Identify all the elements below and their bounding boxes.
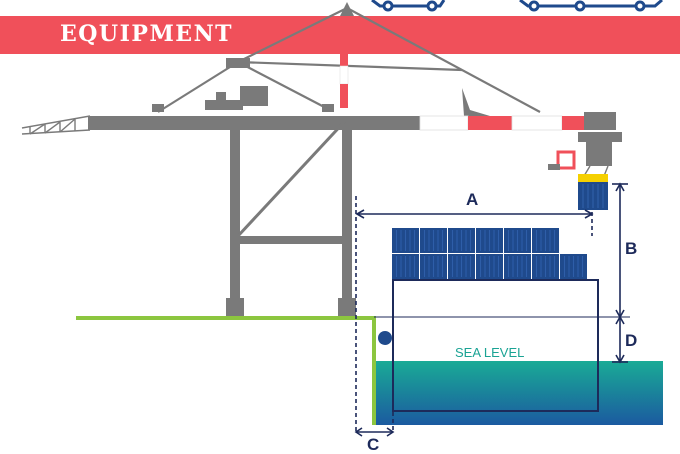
header-banner xyxy=(0,16,680,54)
dimension-label-b: B xyxy=(625,239,638,258)
boom-flag xyxy=(462,88,490,116)
container xyxy=(532,254,559,279)
crane-apex xyxy=(340,2,354,16)
container xyxy=(392,228,419,253)
spreader xyxy=(578,174,608,182)
quay-line xyxy=(76,316,376,425)
sea xyxy=(375,361,663,425)
dimension-lines xyxy=(354,182,630,437)
container xyxy=(448,228,475,253)
trolley xyxy=(578,112,622,166)
container xyxy=(420,254,447,279)
main-girder xyxy=(88,115,612,131)
container xyxy=(420,228,447,253)
container xyxy=(476,254,503,279)
container xyxy=(532,228,559,253)
cabin-icon xyxy=(548,150,576,170)
mast xyxy=(339,48,349,108)
pulley-blocks xyxy=(152,58,334,112)
dimension-label-a: A xyxy=(466,190,479,209)
truck-icon xyxy=(519,0,663,12)
container xyxy=(504,228,531,253)
dimension-label-d: D xyxy=(625,331,638,350)
rear-boom xyxy=(21,115,91,135)
leg-brace xyxy=(236,118,348,238)
machinery-house xyxy=(205,86,268,110)
fender xyxy=(378,331,392,345)
container-stack xyxy=(392,228,587,279)
container xyxy=(560,254,587,279)
container xyxy=(392,254,419,279)
container xyxy=(504,254,531,279)
hoisted-container xyxy=(578,182,608,210)
dimension-label-c: C xyxy=(367,435,380,454)
truck-icon xyxy=(371,0,446,12)
crane-stays xyxy=(157,7,541,113)
container xyxy=(476,228,503,253)
page-title: EQUIPMENT xyxy=(60,21,234,47)
container xyxy=(448,254,475,279)
sea-level-label: SEA LEVEL xyxy=(455,345,525,360)
crane-legs xyxy=(226,130,356,318)
